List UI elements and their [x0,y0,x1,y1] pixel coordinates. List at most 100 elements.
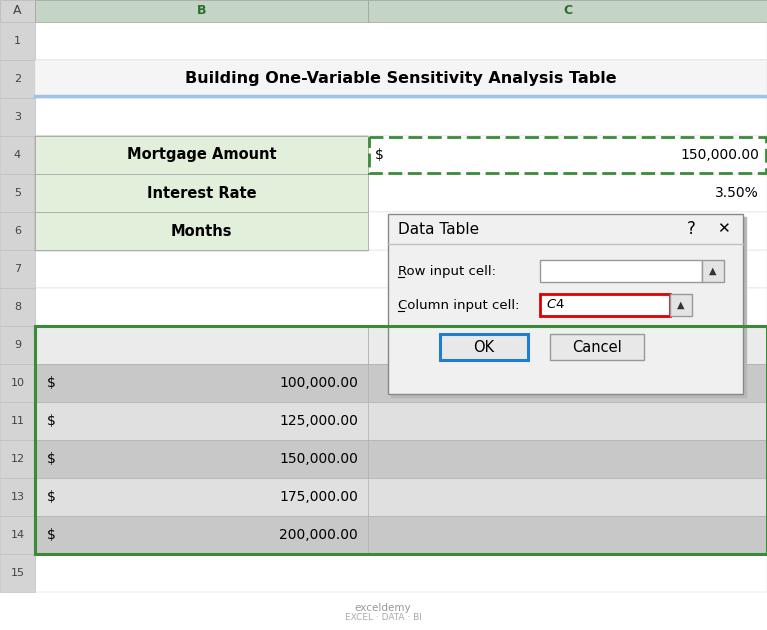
Text: 14: 14 [11,530,25,540]
Text: 150,000.00: 150,000.00 [279,452,358,466]
Bar [35,516,368,554]
Bar [35,22,767,60]
Text: A: A [13,4,21,18]
Text: Row input cell:: Row input cell: [398,265,496,277]
Bar [35,288,767,326]
Text: EXCEL · DATA · BI: EXCEL · DATA · BI [344,614,421,622]
Bar [388,214,743,394]
Text: 7: 7 [14,264,21,274]
Bar [368,326,767,364]
Text: Building One-Variable Sensitivity Analysis Table: Building One-Variable Sensitivity Analys… [185,71,617,86]
Bar [0,516,35,554]
Bar [369,137,766,173]
Text: 12: 12 [11,454,25,464]
Bar [0,0,35,22]
Bar [368,174,767,212]
Bar [0,440,35,478]
Bar [368,0,767,22]
Text: 15: 15 [11,568,25,578]
Bar [35,136,368,174]
Bar [35,364,767,402]
Text: $C$4: $C$4 [546,299,565,311]
Text: $: $ [47,414,56,428]
Text: $: $ [375,148,384,162]
Text: Column input cell:: Column input cell: [398,299,519,311]
Text: Interest Rate: Interest Rate [146,185,256,200]
Bar [0,0,767,22]
Bar [35,0,368,22]
Bar [35,326,767,554]
Text: $: $ [47,528,56,542]
Bar [35,174,767,212]
Bar [670,294,692,316]
Text: 175,000.00: 175,000.00 [279,490,358,504]
Bar [35,402,767,440]
Bar [35,174,368,212]
Text: 1: 1 [14,36,21,46]
Text: $: $ [47,490,56,504]
Text: $: $ [47,376,56,390]
Bar [35,554,767,592]
Text: 13: 13 [11,492,25,502]
Bar [368,440,767,478]
Bar [540,294,670,316]
Bar [35,326,368,364]
Bar [35,60,767,98]
Text: Data Table: Data Table [398,222,479,236]
Text: exceldemy: exceldemy [354,603,411,613]
Text: 6: 6 [14,226,21,236]
Bar [440,334,528,360]
Bar [702,260,724,282]
Polygon shape [2,2,18,20]
Bar [35,136,767,174]
Text: Cancel: Cancel [572,340,622,355]
Bar [391,217,746,397]
Text: $: $ [47,452,56,466]
Bar [0,22,35,60]
Bar [550,334,644,360]
Bar [35,478,368,516]
Text: 150,000.00: 150,000.00 [680,148,759,162]
Bar [368,364,767,402]
Text: 5: 5 [14,188,21,198]
Text: ▲: ▲ [709,266,716,276]
Bar [35,478,767,516]
Bar [368,212,767,250]
Text: 8: 8 [14,302,21,312]
Bar [35,212,368,250]
Bar [0,554,35,592]
Text: 10: 10 [11,378,25,388]
Bar [35,440,368,478]
Text: 200,000.00: 200,000.00 [279,528,358,542]
Bar [0,174,35,212]
Text: OK: OK [473,340,495,355]
Bar [368,402,767,440]
Text: 3.50%: 3.50% [716,186,759,200]
Text: Months: Months [171,224,232,239]
Bar [0,250,35,288]
Bar [0,364,35,402]
Bar [35,402,368,440]
Bar [0,98,35,136]
Bar [35,98,767,136]
Bar [35,326,767,364]
Bar [35,364,368,402]
Text: 9: 9 [14,340,21,350]
Text: ▲: ▲ [677,300,685,310]
Bar [368,516,767,554]
Bar [35,440,767,478]
Bar [0,288,35,326]
Text: ?: ? [686,220,696,238]
Text: Mortgage Amount: Mortgage Amount [127,147,276,163]
Text: 2: 2 [14,74,21,84]
Text: 4: 4 [14,150,21,160]
Bar [368,478,767,516]
Bar [0,136,35,174]
Bar [0,402,35,440]
Text: 125,000.00: 125,000.00 [279,414,358,428]
Text: 3: 3 [14,112,21,122]
Text: B: B [197,4,206,18]
Text: 11: 11 [11,416,25,426]
Bar [0,326,35,364]
Bar [35,516,767,554]
